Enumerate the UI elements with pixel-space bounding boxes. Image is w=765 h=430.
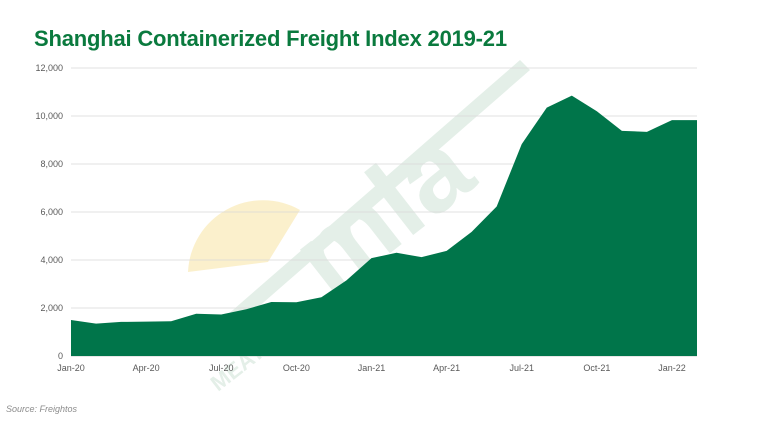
area-series-fill	[71, 95, 697, 356]
x-tick-label: Jan-22	[658, 363, 686, 373]
watermark-sun-shape	[188, 200, 300, 272]
x-tick-label: Apr-20	[133, 363, 160, 373]
x-tick-label: Jul-21	[509, 363, 534, 373]
chart-title: Shanghai Containerized Freight Index 201…	[34, 26, 507, 51]
area-series	[71, 95, 697, 356]
y-tick-label: 0	[58, 351, 63, 361]
x-tick-label: Apr-21	[433, 363, 460, 373]
y-axis: 0 2,000 4,000 6,000 8,000 10,000 12,000	[35, 63, 63, 361]
x-tick-label: Jul-20	[209, 363, 234, 373]
x-tick-label: Oct-21	[583, 363, 610, 373]
x-tick-label: Jan-20	[57, 363, 85, 373]
y-tick-label: 10,000	[35, 111, 63, 121]
y-tick-label: 12,000	[35, 63, 63, 73]
y-tick-label: 8,000	[40, 159, 63, 169]
y-tick-label: 6,000	[40, 207, 63, 217]
x-axis: Jan-20 Apr-20 Jul-20 Oct-20 Jan-21 Apr-21 Jul-…	[57, 363, 685, 373]
x-tick-label: Oct-20	[283, 363, 310, 373]
y-tick-label: 2,000	[40, 303, 63, 313]
source-note: Source: Freightos	[6, 404, 78, 414]
x-tick-label: Jan-21	[358, 363, 386, 373]
y-tick-label: 4,000	[40, 255, 63, 265]
watermark-swoosh-shape	[210, 60, 530, 336]
